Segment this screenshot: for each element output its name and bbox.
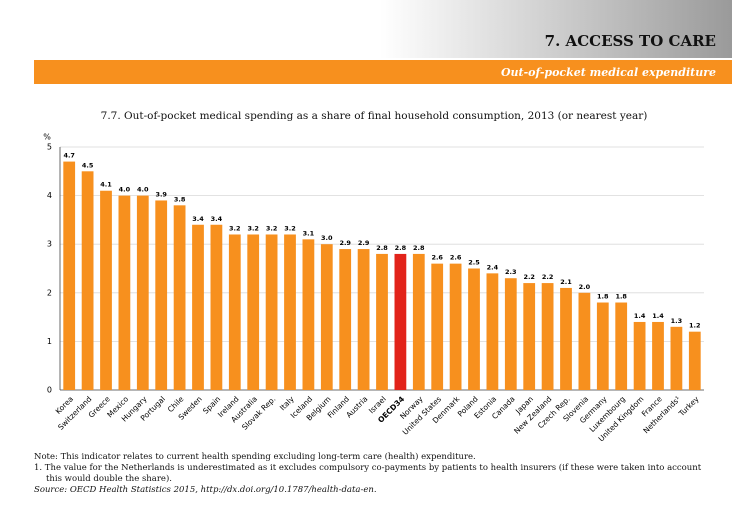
bar xyxy=(210,224,223,390)
bar xyxy=(247,234,260,390)
header-band xyxy=(34,60,732,84)
y-tick-label: 0 xyxy=(47,386,52,395)
bar xyxy=(376,253,388,390)
value-label: 1.4 xyxy=(634,312,646,320)
value-label: 4.5 xyxy=(82,161,94,169)
bar xyxy=(357,249,370,390)
bar xyxy=(504,278,517,390)
bar xyxy=(136,195,149,390)
value-label: 2.8 xyxy=(395,244,407,252)
header-photo xyxy=(380,0,732,58)
section-title: 7. ACCESS TO CARE xyxy=(545,32,716,50)
section-subtitle: Out-of-pocket medical expenditure xyxy=(501,66,716,79)
bar xyxy=(468,268,480,390)
bar xyxy=(192,224,204,390)
y-tick-label: 2 xyxy=(47,288,52,297)
value-label: 4.0 xyxy=(137,186,149,194)
value-label: 2.6 xyxy=(431,254,443,262)
bar xyxy=(412,253,425,390)
value-label: 2.2 xyxy=(523,273,535,281)
value-label: 3.9 xyxy=(155,190,167,198)
bar xyxy=(100,190,112,390)
value-label: 4.1 xyxy=(100,181,112,189)
value-label: 2.0 xyxy=(579,283,591,291)
bar xyxy=(228,234,241,390)
bar xyxy=(81,171,94,390)
y-tick-label: 5 xyxy=(47,143,52,152)
bar xyxy=(394,253,407,390)
bar xyxy=(339,249,352,390)
bar xyxy=(652,321,664,390)
value-label: 3.2 xyxy=(284,224,296,232)
bar xyxy=(688,331,701,390)
value-label: 2.9 xyxy=(339,239,351,247)
value-label: 2.4 xyxy=(487,263,499,271)
value-label: 3.2 xyxy=(266,224,278,232)
value-label: 2.1 xyxy=(560,278,572,286)
x-tick-label: Turkey xyxy=(676,394,701,419)
value-label: 4.0 xyxy=(119,186,131,194)
bar xyxy=(578,292,591,390)
value-label: 1.4 xyxy=(652,312,664,320)
bar xyxy=(284,234,296,390)
y-tick-label: 3 xyxy=(47,240,52,249)
bar xyxy=(486,273,499,390)
value-label: 2.8 xyxy=(413,244,425,252)
bar xyxy=(173,205,186,390)
y-axis-label: % xyxy=(43,133,51,142)
value-label: 1.8 xyxy=(615,293,627,301)
value-label: 3.1 xyxy=(303,229,315,237)
y-tick-label: 4 xyxy=(47,191,52,200)
value-label: 2.3 xyxy=(505,268,517,276)
value-label: 3.4 xyxy=(192,215,204,223)
bar xyxy=(633,321,646,390)
value-label: 2.2 xyxy=(542,273,554,281)
bar xyxy=(523,283,536,390)
bar xyxy=(155,200,168,390)
bar xyxy=(596,302,609,390)
footnote: 1. The value for the Netherlands is unde… xyxy=(34,463,702,484)
value-label: 3.8 xyxy=(174,195,186,203)
notes: Note: This indicator relates to current … xyxy=(34,452,718,496)
value-label: 2.9 xyxy=(358,239,370,247)
bar xyxy=(63,161,76,390)
bar xyxy=(265,234,278,390)
note: Note: This indicator relates to current … xyxy=(34,452,476,462)
value-label: 2.8 xyxy=(376,244,388,252)
value-label: 3.2 xyxy=(247,224,259,232)
bar xyxy=(320,244,333,390)
bar xyxy=(449,263,462,390)
bar xyxy=(431,263,444,390)
value-label: 2.5 xyxy=(468,259,480,267)
value-label: 3.2 xyxy=(229,224,241,232)
value-label: 2.6 xyxy=(450,254,462,262)
y-tick-label: 1 xyxy=(47,337,52,346)
value-label: 4.7 xyxy=(63,152,75,160)
value-label: 1.8 xyxy=(597,293,609,301)
value-label: 1.2 xyxy=(689,322,701,330)
value-label: 3.4 xyxy=(211,215,223,223)
bar xyxy=(541,283,554,390)
bar xyxy=(302,239,315,390)
value-label: 1.3 xyxy=(671,317,683,325)
bar xyxy=(118,195,131,390)
value-label: 3.0 xyxy=(321,234,333,242)
bar xyxy=(560,287,572,390)
chart-title: 7.7. Out-of-pocket medical spending as a… xyxy=(101,110,648,122)
bar xyxy=(670,326,683,390)
source: Source: OECD Health Statistics 2015, htt… xyxy=(34,485,377,495)
bar xyxy=(615,302,628,390)
